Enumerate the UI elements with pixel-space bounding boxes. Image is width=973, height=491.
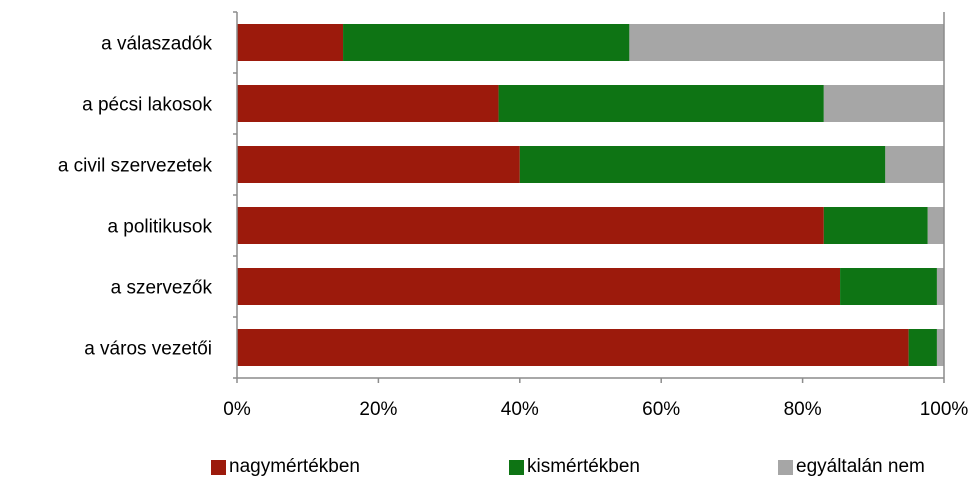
- category-label: a pécsi lakosok: [82, 95, 212, 116]
- x-tick-label: 100%: [920, 399, 969, 420]
- x-tick-label: 40%: [501, 399, 539, 420]
- legend-swatch-series-1: [211, 459, 226, 475]
- legend-label-series-3: egyáltalán nem: [796, 456, 925, 477]
- bar-segment-2-row-2: [498, 85, 824, 122]
- bar-segment-2-row-6: [908, 329, 937, 366]
- category-label: a város vezetői: [84, 339, 212, 360]
- category-label: a politikusok: [107, 217, 212, 238]
- bar-segment-3-row-4: [927, 207, 944, 244]
- legend-item-series-2: kismértékben: [509, 456, 640, 478]
- bar-segment-2-row-5: [840, 268, 937, 305]
- legend: nagymértékben kismértékben egyáltalán ne…: [0, 456, 973, 486]
- x-tick-label: 0%: [223, 399, 251, 420]
- axes-layer: [233, 11, 945, 383]
- bar-segment-1-row-1: [237, 24, 344, 61]
- bar-segment-2-row-1: [343, 24, 630, 61]
- bar-segment-1-row-4: [237, 207, 824, 244]
- bar-segment-3-row-6: [936, 329, 944, 366]
- legend-swatch-series-2: [509, 459, 524, 475]
- category-label: a civil szervezetek: [58, 156, 213, 177]
- x-tick-label: 80%: [784, 399, 822, 420]
- legend-item-series-3: egyáltalán nem: [778, 456, 925, 478]
- bar-segment-3-row-1: [629, 24, 944, 61]
- x-tick-labels: 0% 20% 40% 60% 80% 100%: [223, 399, 968, 420]
- category-label: a válaszadók: [101, 34, 212, 55]
- bar-segment-3-row-5: [936, 268, 944, 305]
- bar-segment-1-row-5: [237, 268, 841, 305]
- category-labels: a válaszadók a pécsi lakosok a civil szerv…: [58, 34, 213, 360]
- x-tick-label: 20%: [359, 399, 397, 420]
- legend-item-series-1: nagymértékben: [211, 456, 360, 478]
- legend-label-series-2: kismértékben: [527, 456, 640, 477]
- category-label: a szervezők: [111, 278, 213, 299]
- bar-segment-3-row-2: [823, 85, 944, 122]
- bar-segment-1-row-6: [237, 329, 909, 366]
- legend-swatch-series-3: [778, 459, 793, 475]
- bars-layer: [237, 24, 944, 366]
- bar-segment-1-row-3: [237, 146, 520, 183]
- bar-segment-2-row-3: [519, 146, 886, 183]
- x-tick-label: 60%: [642, 399, 680, 420]
- bar-segment-1-row-2: [237, 85, 499, 122]
- legend-label-series-1: nagymértékben: [229, 456, 360, 477]
- bar-segment-2-row-4: [823, 207, 928, 244]
- bar-segment-3-row-3: [885, 146, 944, 183]
